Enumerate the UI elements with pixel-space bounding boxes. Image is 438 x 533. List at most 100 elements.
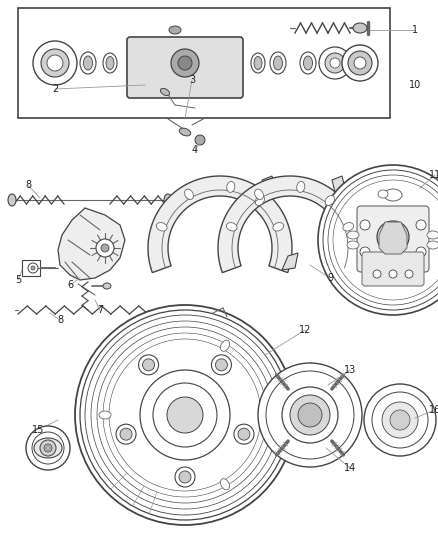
Circle shape — [41, 49, 69, 77]
FancyBboxPatch shape — [127, 37, 243, 98]
Ellipse shape — [353, 23, 367, 33]
Circle shape — [109, 339, 261, 491]
Circle shape — [85, 315, 285, 515]
Ellipse shape — [99, 411, 111, 419]
Text: 5: 5 — [15, 275, 21, 285]
Text: 2: 2 — [52, 84, 58, 94]
Circle shape — [364, 384, 436, 456]
Circle shape — [234, 424, 254, 444]
Text: 14: 14 — [344, 463, 356, 473]
Circle shape — [195, 135, 205, 145]
Circle shape — [33, 41, 77, 85]
Ellipse shape — [384, 189, 402, 201]
Circle shape — [330, 58, 340, 68]
Circle shape — [318, 165, 438, 315]
Text: 15: 15 — [32, 425, 44, 435]
Circle shape — [390, 410, 410, 430]
Circle shape — [178, 56, 192, 70]
Circle shape — [101, 244, 109, 252]
Circle shape — [405, 270, 413, 278]
Text: 11: 11 — [429, 170, 438, 180]
Polygon shape — [282, 253, 298, 270]
Circle shape — [389, 270, 397, 278]
Circle shape — [91, 321, 279, 509]
Circle shape — [31, 266, 35, 270]
Ellipse shape — [254, 56, 262, 69]
Circle shape — [97, 327, 273, 503]
Circle shape — [382, 402, 418, 438]
Circle shape — [373, 270, 381, 278]
Polygon shape — [262, 176, 275, 192]
Circle shape — [96, 239, 114, 257]
Circle shape — [26, 426, 70, 470]
Ellipse shape — [254, 189, 263, 199]
Circle shape — [238, 428, 250, 440]
Text: 1: 1 — [412, 25, 418, 35]
Circle shape — [103, 333, 267, 497]
Ellipse shape — [343, 223, 353, 231]
Circle shape — [120, 428, 132, 440]
Ellipse shape — [427, 241, 438, 249]
Polygon shape — [148, 176, 292, 272]
Text: 10: 10 — [409, 80, 421, 90]
Circle shape — [47, 55, 63, 71]
Ellipse shape — [300, 52, 316, 74]
Circle shape — [360, 220, 370, 230]
Circle shape — [266, 371, 354, 459]
Ellipse shape — [8, 194, 16, 206]
Circle shape — [354, 57, 366, 69]
Circle shape — [377, 221, 409, 253]
Ellipse shape — [273, 56, 283, 70]
Text: 12: 12 — [299, 325, 311, 335]
Ellipse shape — [164, 194, 172, 206]
Ellipse shape — [160, 88, 170, 95]
Bar — [18, 8, 390, 118]
Circle shape — [372, 392, 428, 448]
Circle shape — [212, 355, 231, 375]
Circle shape — [171, 49, 199, 77]
Circle shape — [44, 444, 52, 452]
Circle shape — [342, 45, 378, 81]
Circle shape — [282, 387, 338, 443]
Circle shape — [140, 370, 230, 460]
Ellipse shape — [347, 241, 359, 249]
Polygon shape — [332, 176, 345, 192]
Circle shape — [179, 471, 191, 483]
Ellipse shape — [106, 56, 114, 69]
Polygon shape — [58, 208, 125, 280]
Ellipse shape — [103, 283, 111, 289]
Circle shape — [142, 359, 155, 371]
FancyBboxPatch shape — [362, 252, 424, 286]
Circle shape — [75, 305, 295, 525]
Circle shape — [116, 424, 136, 444]
Ellipse shape — [304, 56, 312, 70]
Bar — [22, 260, 40, 276]
Circle shape — [80, 310, 290, 520]
Ellipse shape — [251, 53, 265, 73]
Polygon shape — [218, 176, 362, 272]
Ellipse shape — [378, 190, 388, 198]
Ellipse shape — [184, 189, 194, 199]
Ellipse shape — [103, 53, 117, 73]
Ellipse shape — [169, 26, 181, 34]
Circle shape — [416, 220, 426, 230]
Circle shape — [153, 383, 217, 447]
Circle shape — [258, 363, 362, 467]
Ellipse shape — [325, 196, 335, 205]
Circle shape — [333, 180, 438, 300]
Circle shape — [348, 51, 372, 75]
Ellipse shape — [297, 181, 305, 192]
Ellipse shape — [427, 231, 438, 239]
Text: 4: 4 — [192, 145, 198, 155]
Circle shape — [328, 175, 438, 305]
Ellipse shape — [34, 438, 62, 458]
Text: 7: 7 — [97, 305, 103, 315]
Ellipse shape — [179, 128, 191, 136]
Circle shape — [32, 432, 64, 464]
Circle shape — [175, 467, 195, 487]
Ellipse shape — [273, 223, 284, 231]
Text: 6: 6 — [67, 280, 73, 290]
Text: 16: 16 — [429, 405, 438, 415]
Ellipse shape — [84, 56, 92, 70]
Circle shape — [323, 170, 438, 310]
